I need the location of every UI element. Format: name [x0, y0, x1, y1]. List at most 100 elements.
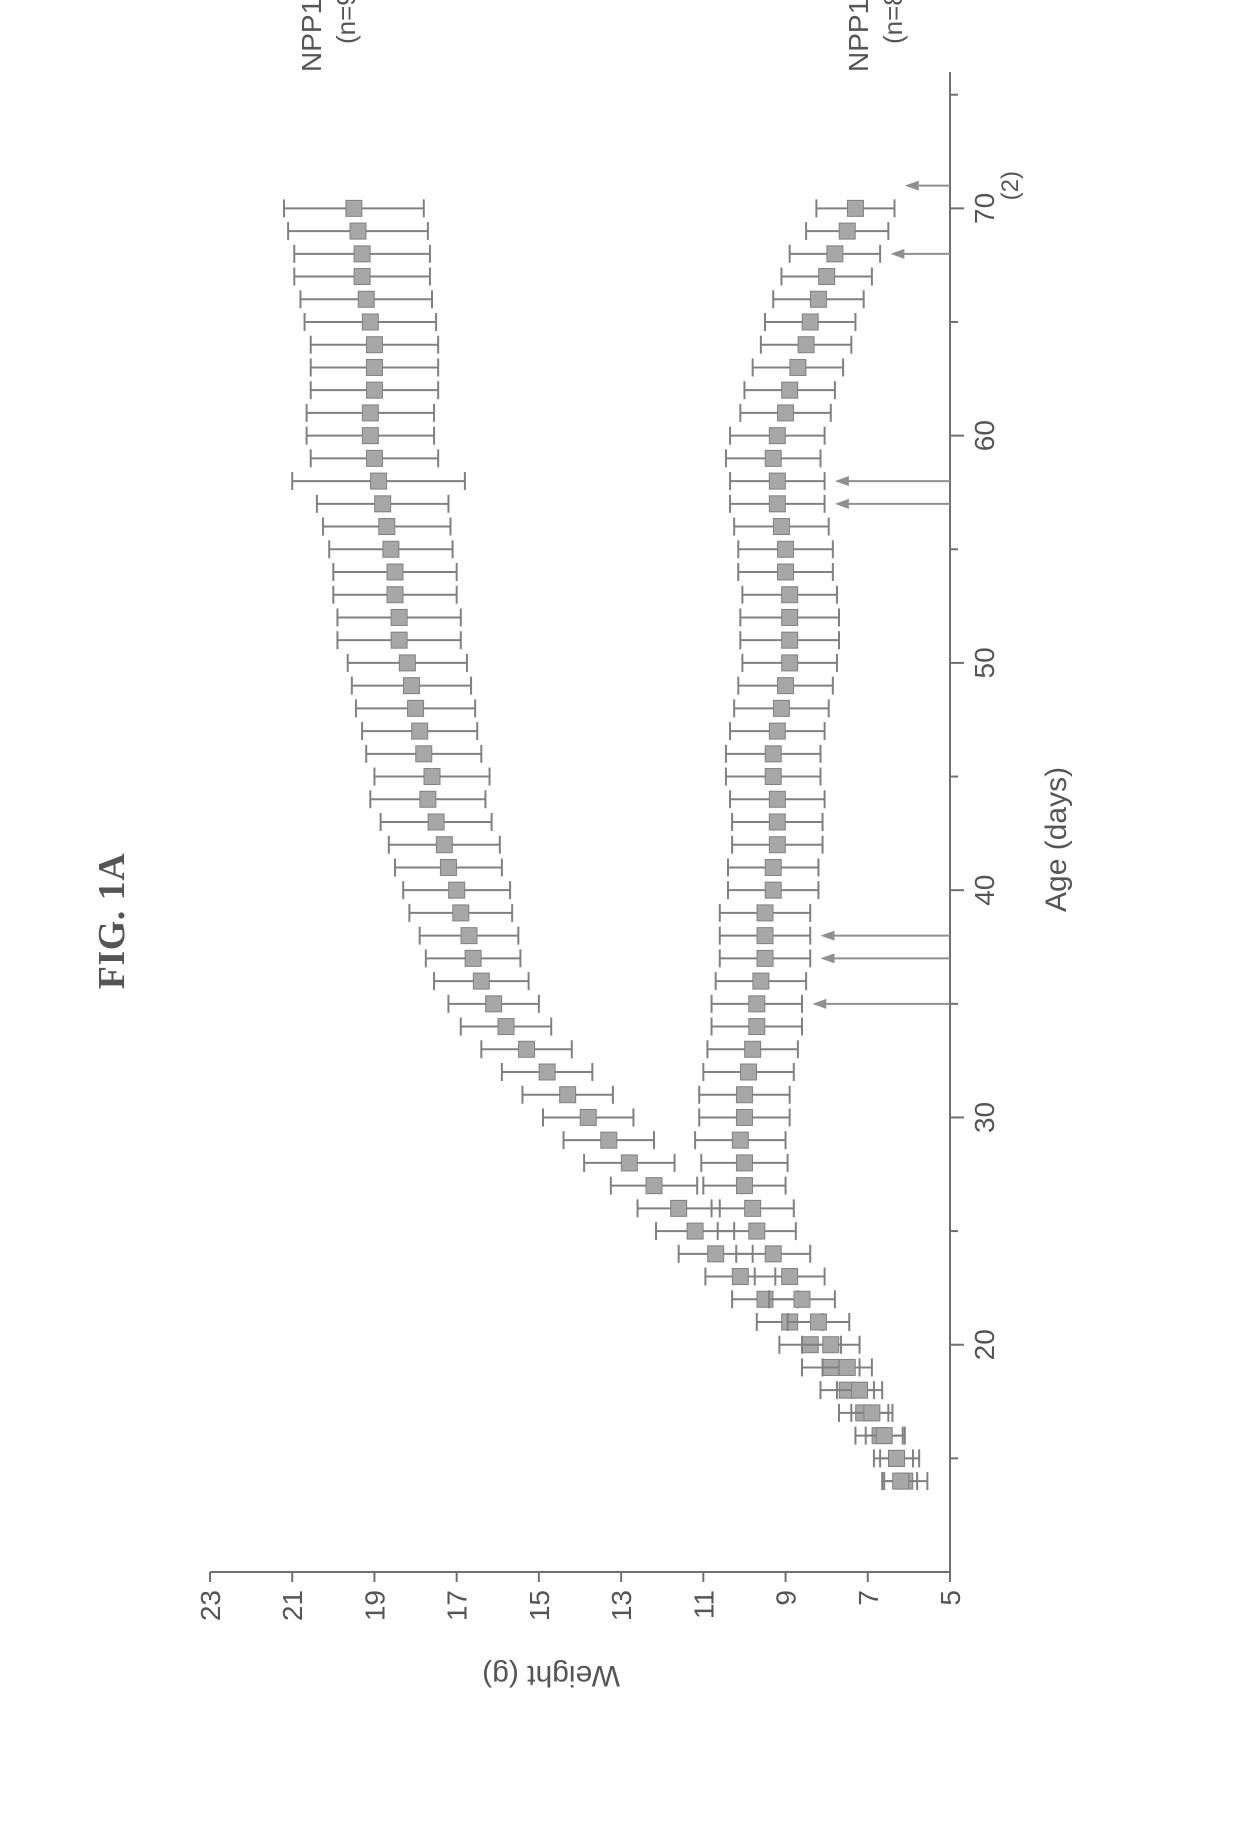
data-point: [741, 1064, 757, 1080]
data-point: [757, 905, 773, 921]
data-point: [769, 496, 785, 512]
data-point: [391, 632, 407, 648]
data-point: [765, 882, 781, 898]
data-point: [778, 564, 794, 580]
data-point: [708, 1246, 724, 1262]
data-point: [765, 1246, 781, 1262]
data-point: [646, 1178, 662, 1194]
data-point: [790, 359, 806, 375]
data-point: [539, 1064, 555, 1080]
y-tick-label: 9: [771, 1590, 802, 1606]
data-point: [461, 928, 477, 944]
data-point: [736, 1178, 752, 1194]
data-point: [769, 723, 785, 739]
event-arrow-head: [905, 181, 919, 191]
data-point: [773, 519, 789, 535]
data-point: [864, 1405, 880, 1421]
x-tick-label: 40: [969, 875, 1000, 906]
landscape-rotator: FIG. 1A Weight (g) Age (days) 5791113151…: [0, 0, 1240, 1842]
data-point: [354, 246, 370, 262]
data-point: [802, 314, 818, 330]
data-point: [765, 450, 781, 466]
data-point: [440, 859, 456, 875]
x-tick-label: 70: [969, 193, 1000, 224]
data-point: [782, 609, 798, 625]
data-point: [753, 973, 769, 989]
data-point: [601, 1132, 617, 1148]
data-point: [889, 1450, 905, 1466]
data-point: [671, 1200, 687, 1216]
data-point: [769, 837, 785, 853]
data-point: [782, 382, 798, 398]
event-arrow-head: [835, 499, 849, 509]
y-tick-label: 5: [935, 1590, 966, 1606]
data-point: [736, 1087, 752, 1103]
data-point: [428, 814, 444, 830]
x-tick-label: 50: [969, 647, 1000, 678]
data-point: [383, 541, 399, 557]
data-point: [782, 587, 798, 603]
data-point: [486, 996, 502, 1012]
data-point: [354, 269, 370, 285]
data-point: [366, 337, 382, 353]
data-point: [560, 1087, 576, 1103]
data-point: [366, 450, 382, 466]
data-point: [408, 700, 424, 716]
data-point: [362, 428, 378, 444]
data-point: [769, 814, 785, 830]
data-point: [839, 223, 855, 239]
y-tick-label: 13: [606, 1590, 637, 1621]
y-tick-label: 21: [277, 1590, 308, 1621]
data-point: [416, 746, 432, 762]
event-arrow-head: [890, 249, 904, 259]
data-point: [379, 519, 395, 535]
data-point: [876, 1428, 892, 1444]
data-point: [519, 1041, 535, 1057]
data-point: [765, 769, 781, 785]
data-point: [350, 223, 366, 239]
data-point: [362, 405, 378, 421]
series-NPP1-WT: [284, 199, 927, 1490]
data-point: [769, 473, 785, 489]
series-n-label: (n=9): [331, 0, 361, 44]
data-point: [769, 428, 785, 444]
data-point: [810, 291, 826, 307]
data-point: [687, 1223, 703, 1239]
data-point: [827, 246, 843, 262]
data-point: [412, 723, 428, 739]
y-tick-label: 17: [442, 1590, 473, 1621]
data-point: [765, 746, 781, 762]
data-point: [358, 291, 374, 307]
x-tick-label: 60: [969, 420, 1000, 451]
data-point: [778, 405, 794, 421]
data-point: [424, 769, 440, 785]
data-point: [403, 678, 419, 694]
data-point: [420, 791, 436, 807]
data-point: [465, 950, 481, 966]
data-point: [745, 1200, 761, 1216]
data-point: [749, 1019, 765, 1035]
data-point: [366, 382, 382, 398]
data-point: [810, 1314, 826, 1330]
data-point: [375, 496, 391, 512]
event-arrow-head: [821, 931, 835, 941]
data-point: [794, 1291, 810, 1307]
data-point: [773, 700, 789, 716]
data-point: [580, 1109, 596, 1125]
data-point: [621, 1155, 637, 1171]
chart-container: 57911131517192123203040506070NPP1-WT(n=9…: [180, 0, 1060, 1642]
data-point: [453, 905, 469, 921]
data-point: [765, 859, 781, 875]
data-point: [782, 655, 798, 671]
series-label: NPP1-WT: [296, 0, 327, 72]
y-tick-label: 11: [688, 1590, 719, 1619]
data-point: [798, 337, 814, 353]
x-tick-label: 20: [969, 1329, 1000, 1360]
data-point: [757, 928, 773, 944]
data-point: [852, 1382, 868, 1398]
data-point: [366, 359, 382, 375]
series-n-label: (n=8): [878, 0, 908, 44]
data-point: [782, 1269, 798, 1285]
data-point: [782, 632, 798, 648]
data-point: [736, 1109, 752, 1125]
